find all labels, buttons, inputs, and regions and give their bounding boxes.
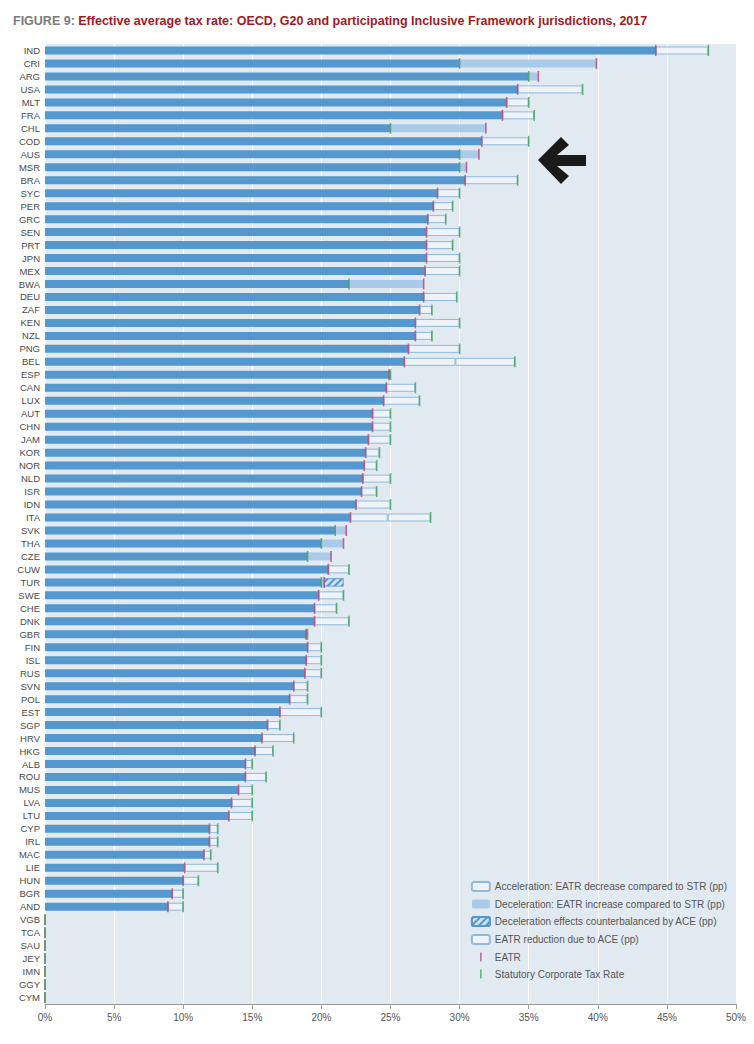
svg-text:LIE: LIE	[26, 862, 40, 873]
svg-text:HUN: HUN	[19, 875, 40, 886]
svg-text:CUW: CUW	[17, 564, 40, 575]
svg-text:LUX: LUX	[22, 395, 41, 406]
svg-text:25%: 25%	[380, 1012, 400, 1023]
svg-text:BWA: BWA	[19, 279, 41, 290]
svg-text:EST: EST	[22, 707, 41, 718]
svg-text:Effective average tax rate: OE: Effective average tax rate: OECD, G20 an…	[75, 14, 647, 28]
svg-text:10%: 10%	[173, 1012, 193, 1023]
svg-text:BGR: BGR	[19, 888, 40, 899]
svg-text:TCA: TCA	[21, 927, 41, 938]
svg-text:Statutory Corporate Tax Rate: Statutory Corporate Tax Rate	[495, 969, 625, 980]
svg-text:SWE: SWE	[18, 590, 40, 601]
svg-text:CHL: CHL	[21, 123, 40, 134]
svg-text:Deceleration effects counterba: Deceleration effects counterbalanced by …	[495, 916, 717, 927]
svg-text:5%: 5%	[107, 1012, 122, 1023]
svg-text:45%: 45%	[657, 1012, 677, 1023]
svg-text:BRA: BRA	[20, 175, 40, 186]
svg-text:PNG: PNG	[19, 343, 40, 354]
svg-text:JEY: JEY	[23, 953, 41, 964]
svg-text:AUT: AUT	[21, 408, 40, 419]
svg-text:ALB: ALB	[22, 759, 40, 770]
svg-text:GRC: GRC	[19, 214, 40, 225]
svg-text:0%: 0%	[38, 1012, 53, 1023]
svg-text:ISL: ISL	[26, 655, 40, 666]
svg-text:EATR reduction due to ACE (pp): EATR reduction due to ACE (pp)	[495, 934, 639, 945]
svg-text:KEN: KEN	[20, 317, 40, 328]
svg-text:MEX: MEX	[19, 266, 40, 277]
svg-text:DEU: DEU	[20, 291, 40, 302]
svg-text:SEN: SEN	[20, 227, 40, 238]
svg-text:15%: 15%	[242, 1012, 262, 1023]
svg-text:ISR: ISR	[24, 486, 40, 497]
svg-text:MAC: MAC	[19, 849, 40, 860]
svg-text:CYP: CYP	[20, 823, 40, 834]
svg-text:NLD: NLD	[21, 473, 40, 484]
svg-text:AUS: AUS	[20, 149, 40, 160]
svg-text:CYM: CYM	[19, 992, 40, 1003]
svg-text:RUS: RUS	[20, 668, 40, 679]
svg-text:KOR: KOR	[19, 447, 40, 458]
svg-text:LVA: LVA	[23, 797, 40, 808]
svg-text:MSR: MSR	[19, 162, 40, 173]
svg-text:35%: 35%	[519, 1012, 539, 1023]
svg-text:SGP: SGP	[20, 720, 40, 731]
svg-text:ZAF: ZAF	[22, 304, 40, 315]
svg-text:NZL: NZL	[22, 330, 40, 341]
svg-text:SYC: SYC	[20, 188, 40, 199]
svg-text:FRA: FRA	[21, 110, 41, 121]
svg-text:POL: POL	[21, 694, 40, 705]
svg-text:TUR: TUR	[20, 577, 40, 588]
svg-text:HKG: HKG	[19, 746, 40, 757]
svg-text:LTU: LTU	[23, 810, 40, 821]
svg-text:CZE: CZE	[21, 551, 40, 562]
svg-text:SAU: SAU	[20, 940, 40, 951]
svg-text:ESP: ESP	[21, 369, 40, 380]
svg-text:CHN: CHN	[19, 421, 40, 432]
svg-text:IND: IND	[24, 45, 41, 56]
svg-text:COD: COD	[19, 136, 40, 147]
svg-text:PRT: PRT	[21, 240, 40, 251]
svg-text:50%: 50%	[726, 1012, 746, 1023]
svg-text:ARG: ARG	[19, 71, 40, 82]
svg-text:AND: AND	[20, 901, 40, 912]
svg-text:IRL: IRL	[25, 836, 40, 847]
svg-text:USA: USA	[20, 84, 40, 95]
svg-text:40%: 40%	[588, 1012, 608, 1023]
svg-text:CAN: CAN	[20, 382, 40, 393]
svg-text:CRI: CRI	[24, 58, 40, 69]
svg-text:SVK: SVK	[21, 525, 41, 536]
svg-text:MLT: MLT	[22, 97, 40, 108]
svg-text:IMN: IMN	[23, 966, 41, 977]
svg-text:BEL: BEL	[22, 356, 40, 367]
svg-text:GGY: GGY	[19, 979, 41, 990]
svg-text:DNK: DNK	[20, 616, 41, 627]
svg-text:MUS: MUS	[19, 784, 40, 795]
svg-text:ITA: ITA	[26, 512, 41, 523]
svg-text:FIN: FIN	[25, 642, 40, 653]
svg-text:30%: 30%	[450, 1012, 470, 1023]
svg-text:Deceleration: EATR increase co: Deceleration: EATR increase compared to …	[495, 899, 725, 910]
svg-text:JAM: JAM	[21, 434, 40, 445]
svg-text:HRV: HRV	[20, 733, 41, 744]
svg-text:Acceleration: EATR decrease co: Acceleration: EATR decrease compared to …	[495, 881, 727, 892]
svg-text:SVN: SVN	[20, 681, 40, 692]
svg-text:20%: 20%	[311, 1012, 331, 1023]
svg-text:ROU: ROU	[19, 771, 40, 782]
svg-text:THA: THA	[21, 538, 41, 549]
svg-text:NOR: NOR	[19, 460, 40, 471]
svg-text:CHE: CHE	[20, 603, 40, 614]
svg-text:IDN: IDN	[24, 499, 41, 510]
svg-text:FIGURE 9:: FIGURE 9:	[13, 14, 75, 28]
svg-text:VGB: VGB	[20, 914, 40, 925]
svg-text:PER: PER	[20, 201, 40, 212]
svg-text:JPN: JPN	[22, 253, 40, 264]
svg-text:EATR: EATR	[495, 952, 521, 963]
svg-text:GBR: GBR	[19, 629, 40, 640]
